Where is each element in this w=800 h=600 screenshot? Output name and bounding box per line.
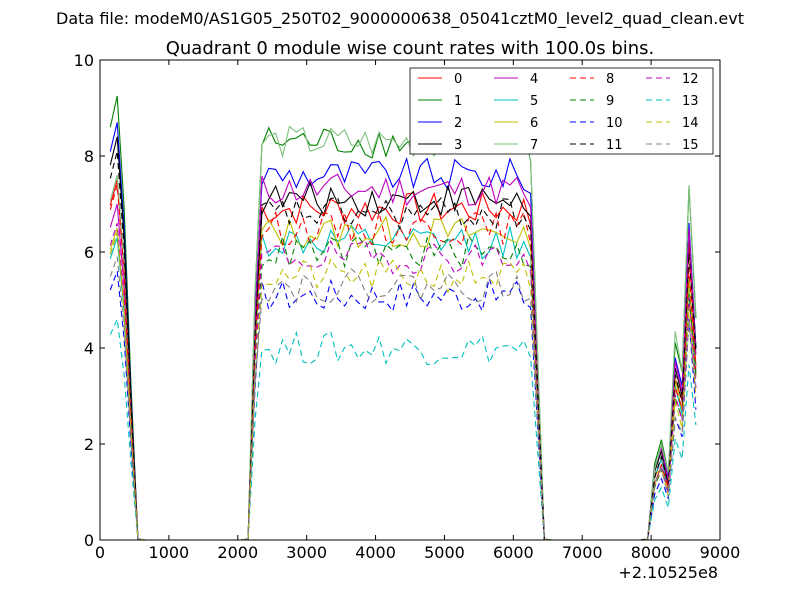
legend-label-11: 11 bbox=[606, 138, 623, 153]
x-tick-label: 1000 bbox=[149, 543, 190, 562]
y-tick-label: 8 bbox=[84, 147, 94, 166]
legend-label-8: 8 bbox=[606, 72, 614, 87]
series-line-6 bbox=[109, 215, 697, 541]
series-line-1 bbox=[109, 95, 697, 541]
y-tick-label: 10 bbox=[74, 51, 94, 70]
x-axis-offset-label: +2.10525e8 bbox=[618, 563, 718, 582]
legend-label-4: 4 bbox=[530, 72, 538, 87]
series-line-8 bbox=[109, 184, 697, 541]
legend-label-14: 14 bbox=[682, 116, 699, 131]
x-tick-label: 2000 bbox=[217, 543, 258, 562]
series-layer bbox=[109, 95, 697, 541]
legend-label-2: 2 bbox=[454, 116, 462, 131]
series-line-5 bbox=[109, 224, 697, 541]
legend-label-10: 10 bbox=[606, 116, 623, 131]
legend-label-15: 15 bbox=[682, 138, 699, 153]
series-line-15 bbox=[109, 256, 697, 541]
series-line-7 bbox=[109, 107, 697, 541]
legend-label-7: 7 bbox=[530, 138, 538, 153]
axes-frame bbox=[99, 59, 721, 541]
chart-title: Quadrant 0 module wise count rates with … bbox=[166, 38, 655, 59]
legend-label-0: 0 bbox=[454, 72, 462, 87]
legend-label-6: 6 bbox=[530, 116, 538, 131]
legend-box bbox=[409, 67, 714, 155]
plot-area: 0 1000 2000 3000 4000 5000 6000 7000 8000 9000 0 2… bbox=[74, 51, 741, 582]
legend-label-1: 1 bbox=[454, 94, 462, 109]
y-tick-label: 0 bbox=[84, 531, 94, 550]
x-tick-label: 8000 bbox=[631, 543, 672, 562]
x-tick-label: 7000 bbox=[562, 543, 603, 562]
series-line-2 bbox=[109, 122, 697, 541]
x-tick-label: 9000 bbox=[700, 543, 741, 562]
legend-label-13: 13 bbox=[682, 94, 699, 109]
series-line-9 bbox=[109, 232, 697, 541]
x-tick-label: 0 bbox=[95, 543, 105, 562]
series-line-10 bbox=[109, 271, 697, 541]
series-line-14 bbox=[109, 232, 697, 541]
series-line-12 bbox=[109, 223, 697, 541]
x-tick-label: 4000 bbox=[355, 543, 396, 562]
figure-suptitle: Data file: modeM0/AS1G05_250T02_90000006… bbox=[56, 9, 744, 29]
x-tick-label: 6000 bbox=[493, 543, 534, 562]
x-axis-ticks: 0 1000 2000 3000 4000 5000 6000 7000 8000 9000 bbox=[95, 60, 740, 562]
y-tick-label: 4 bbox=[84, 339, 94, 358]
series-line-3 bbox=[109, 136, 697, 541]
legend-label-9: 9 bbox=[606, 94, 614, 109]
series-line-13 bbox=[109, 317, 697, 541]
legend-label-3: 3 bbox=[454, 138, 462, 153]
series-line-4 bbox=[109, 173, 697, 541]
y-tick-label: 2 bbox=[84, 435, 94, 454]
legend-label-5: 5 bbox=[530, 94, 538, 109]
x-tick-label: 5000 bbox=[424, 543, 465, 562]
legend-label-12: 12 bbox=[682, 72, 699, 87]
y-tick-label: 6 bbox=[84, 243, 94, 262]
x-tick-label: 3000 bbox=[286, 543, 327, 562]
